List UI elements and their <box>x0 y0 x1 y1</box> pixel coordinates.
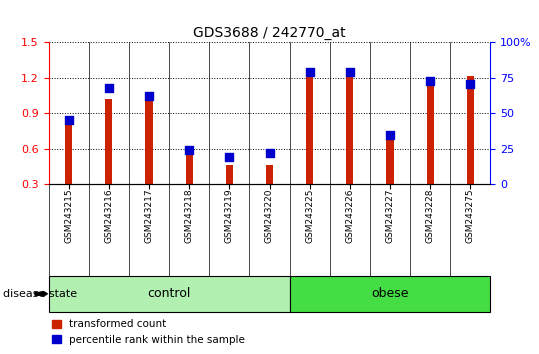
Point <box>64 118 73 123</box>
Bar <box>49 276 289 312</box>
Bar <box>226 165 233 219</box>
Point <box>426 78 434 84</box>
Point <box>466 81 475 86</box>
Text: GSM243218: GSM243218 <box>185 189 194 243</box>
Bar <box>266 165 273 219</box>
Text: GSM243275: GSM243275 <box>466 189 475 243</box>
Legend: transformed count, percentile rank within the sample: transformed count, percentile rank withi… <box>49 315 249 349</box>
Point <box>386 132 395 137</box>
Text: GSM243225: GSM243225 <box>305 189 314 243</box>
Bar <box>105 99 113 219</box>
Bar <box>146 102 153 219</box>
Text: GSM243226: GSM243226 <box>345 189 354 243</box>
Text: disease state: disease state <box>3 289 77 299</box>
Point <box>105 85 113 91</box>
Bar <box>289 276 490 312</box>
Title: GDS3688 / 242770_at: GDS3688 / 242770_at <box>193 26 346 40</box>
Text: GSM243220: GSM243220 <box>265 189 274 243</box>
Bar <box>426 80 434 219</box>
Point <box>185 147 194 153</box>
Text: control: control <box>147 287 191 300</box>
Bar <box>386 135 393 219</box>
Point <box>265 150 274 156</box>
Text: GSM243216: GSM243216 <box>104 189 113 243</box>
Text: GSM243227: GSM243227 <box>385 189 395 243</box>
Text: GSM243228: GSM243228 <box>426 189 435 243</box>
Point <box>306 69 314 75</box>
Text: GSM243217: GSM243217 <box>144 189 154 243</box>
Point <box>144 93 153 99</box>
Bar <box>65 116 72 219</box>
Point <box>225 154 233 160</box>
Text: GSM243215: GSM243215 <box>64 189 73 243</box>
Point <box>345 69 354 75</box>
Bar <box>467 75 474 219</box>
Bar <box>346 72 354 219</box>
Bar <box>306 68 313 219</box>
Bar <box>185 152 193 219</box>
Text: GSM243219: GSM243219 <box>225 189 234 243</box>
Text: obese: obese <box>371 287 409 300</box>
